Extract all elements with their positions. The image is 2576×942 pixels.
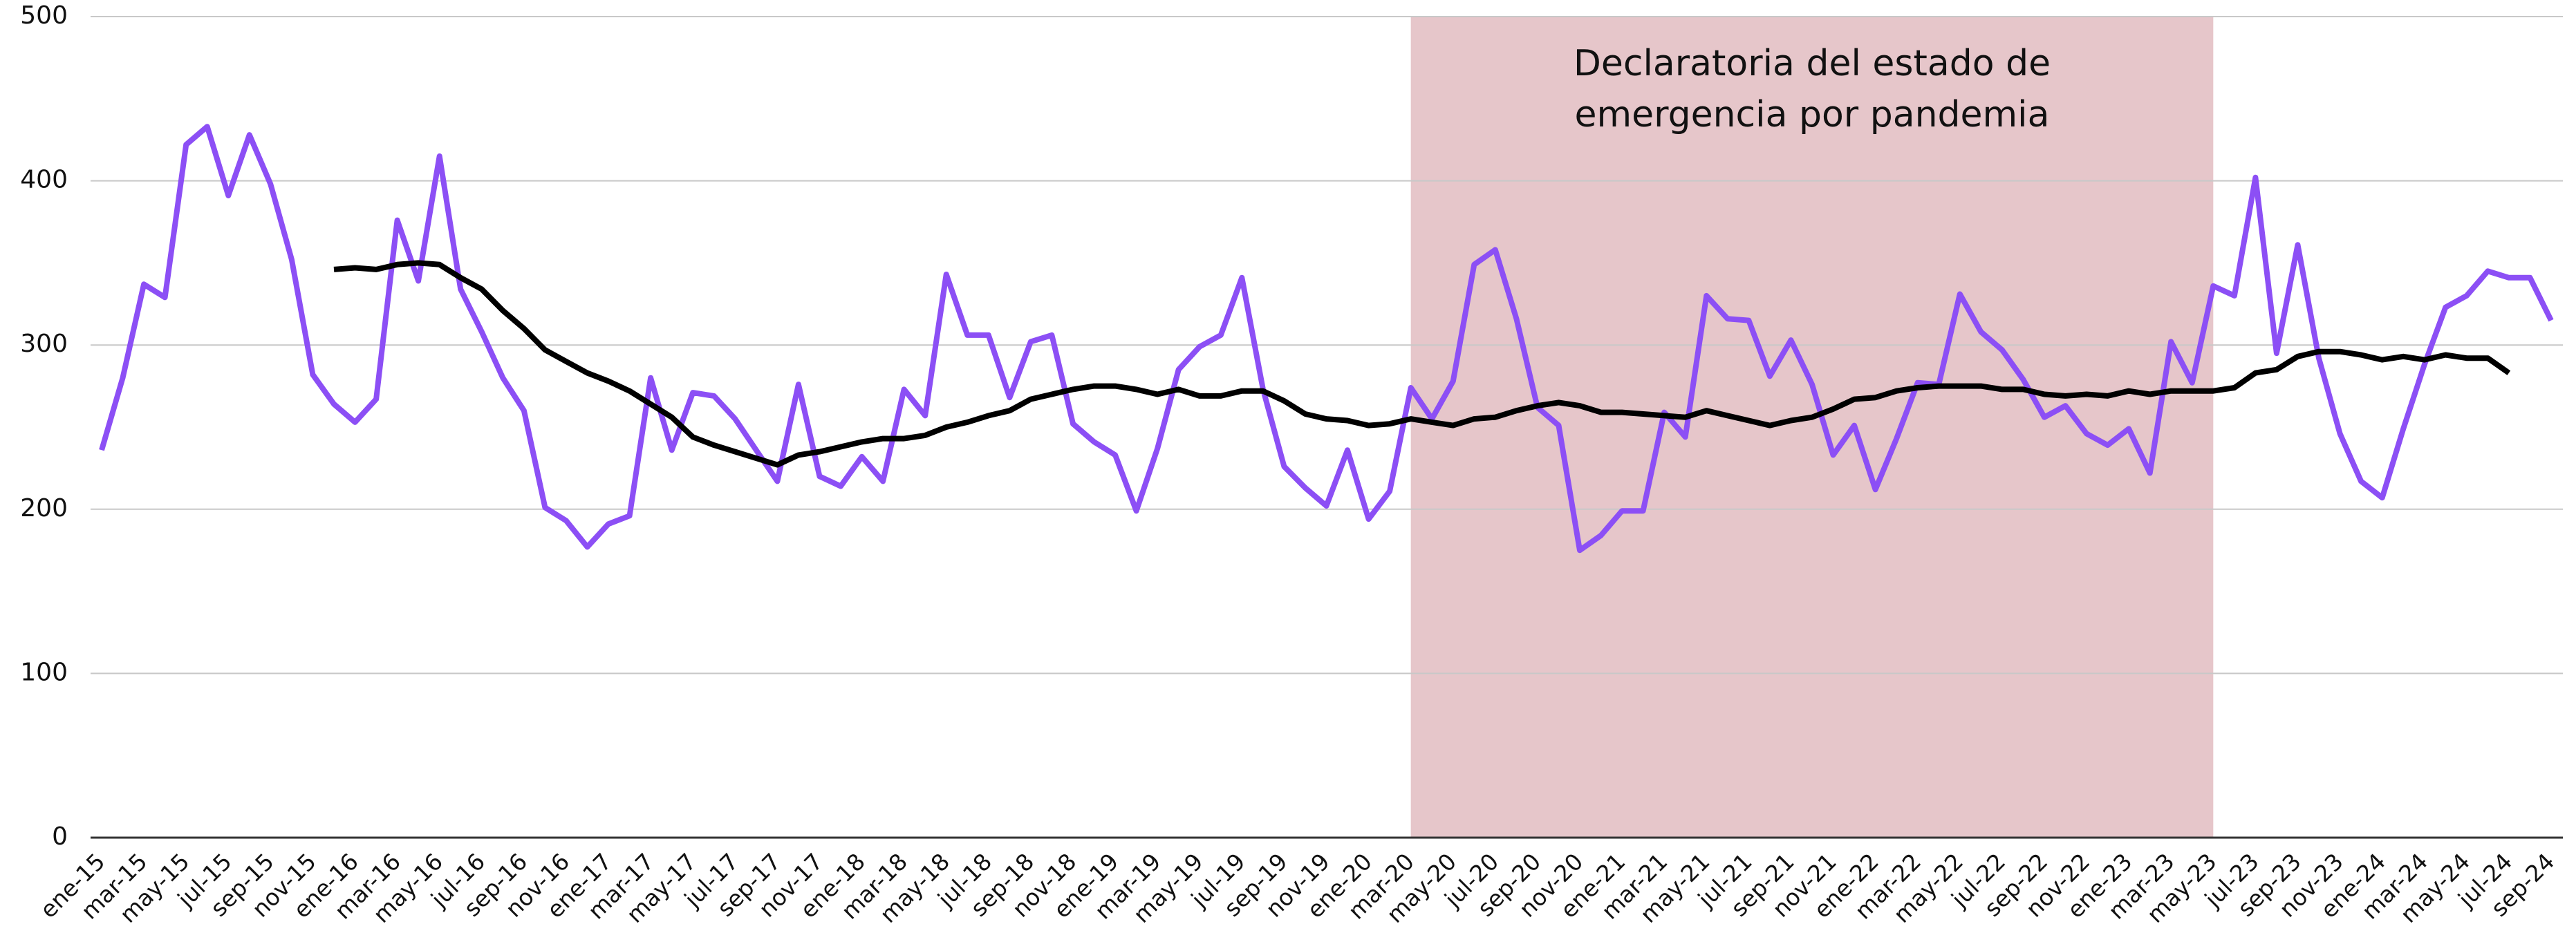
- y-tick-label: 300: [20, 330, 68, 358]
- y-tick-label: 400: [20, 166, 68, 194]
- annotation-text: emergencia por pandemia: [1574, 94, 2049, 135]
- y-tick-label: 500: [20, 1, 68, 30]
- annotation-text: Declaratoria del estado de: [1574, 43, 2051, 84]
- series-line: [99, 124, 2554, 554]
- pandemic-band: [1410, 17, 2214, 838]
- series-line: [333, 260, 2511, 468]
- y-tick-label: 200: [20, 494, 68, 522]
- y-tick-label: 100: [20, 658, 68, 686]
- y-tick-label: 0: [52, 822, 68, 851]
